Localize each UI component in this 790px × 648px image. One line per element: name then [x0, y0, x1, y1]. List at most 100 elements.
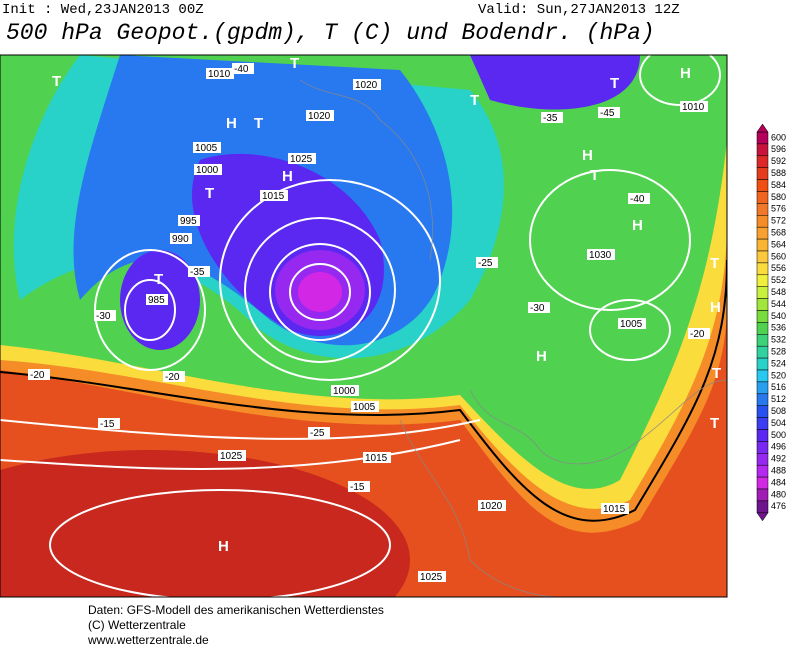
contour-label: 1005 — [620, 319, 643, 330]
colorbar-label: 584 — [771, 180, 786, 190]
colorbar-label: 588 — [771, 168, 786, 178]
colorbar-top-tip — [756, 123, 769, 133]
pressure-center: T — [290, 55, 299, 72]
label-box — [306, 110, 334, 121]
contour-label: -20 — [30, 370, 45, 381]
colorbar-label: 496 — [771, 442, 786, 452]
contour-label: -35 — [190, 267, 205, 278]
colorbar-cell — [756, 381, 769, 395]
label-box — [478, 500, 506, 511]
colorbar-cell — [756, 405, 769, 418]
footer-copyright: (C) Wetterzentrale — [88, 618, 186, 632]
contour-label: 985 — [148, 295, 165, 306]
colorbar-cell — [756, 393, 769, 406]
label-box — [308, 427, 330, 438]
colorbar-cell — [756, 322, 769, 335]
label-box — [98, 418, 120, 429]
pressure-center: T — [590, 167, 599, 184]
pressure-center: H — [282, 168, 293, 185]
label-box — [363, 452, 391, 463]
label-box — [188, 266, 210, 277]
colorbar-label: 492 — [771, 454, 786, 464]
label-box — [232, 63, 254, 74]
label-box — [170, 233, 192, 244]
pressure-center: T — [712, 365, 721, 382]
pressure-center: H — [226, 115, 237, 132]
map-labels: THTTHTTHTHHTHTTHTHHT10201010100510009959… — [28, 55, 721, 586]
warm-region — [0, 450, 410, 597]
colorbar-label: 536 — [771, 323, 786, 333]
contour-label: 1030 — [589, 250, 612, 261]
contour-552 — [0, 259, 727, 522]
colorbar-cell — [756, 131, 769, 145]
contour-label: 990 — [172, 234, 189, 245]
contour-label: -15 — [350, 482, 365, 493]
label-box — [598, 107, 620, 118]
colorbar-label: 548 — [771, 287, 786, 297]
map-frame — [0, 54, 728, 598]
colorbar-label: 560 — [771, 251, 786, 261]
label-box — [146, 294, 168, 305]
colorbar-label: 508 — [771, 406, 786, 416]
label-box — [178, 215, 200, 226]
pressure-center: T — [52, 73, 61, 90]
colorbar-cell — [756, 334, 769, 347]
low-center — [298, 272, 342, 312]
label-box — [476, 257, 498, 268]
colorbar-label: 540 — [771, 311, 786, 321]
label-box — [587, 249, 615, 260]
pressure-center: H — [536, 348, 547, 365]
colorbar-label: 512 — [771, 394, 786, 404]
colorbar-label: 568 — [771, 228, 786, 238]
pressure-center: H — [582, 147, 593, 164]
init-time: Init : Wed,23JAN2013 00Z — [2, 2, 204, 18]
contour-label: 1015 — [262, 191, 285, 202]
contour-label: 1020 — [480, 501, 503, 512]
label-box — [194, 164, 222, 175]
label-box — [331, 385, 359, 396]
label-box — [206, 68, 234, 79]
colorbar-cell — [756, 441, 769, 454]
colorbar-cell — [756, 429, 769, 442]
contour-label: 1015 — [603, 504, 626, 515]
pressure-center: T — [610, 75, 619, 92]
colorbar-cell — [756, 191, 769, 204]
label-box — [163, 371, 185, 382]
contour-label: 1020 — [308, 111, 331, 122]
colorbar-cell — [756, 250, 769, 264]
label-box — [260, 190, 288, 201]
valid-time: Valid: Sun,27JAN2013 12Z — [478, 2, 680, 18]
label-box — [94, 310, 116, 321]
colorbar-cell — [756, 476, 769, 490]
colorbar-label: 504 — [771, 418, 786, 428]
colorbar-label: 520 — [771, 370, 786, 380]
colorbar-label: 484 — [771, 477, 786, 487]
colorbar-cell — [756, 286, 769, 299]
colorbar-label: 488 — [771, 466, 786, 476]
colorbar-label: 480 — [771, 489, 786, 499]
contour-label: -40 — [630, 194, 645, 205]
colorbar-cell — [756, 274, 769, 287]
contour-label: -35 — [543, 113, 558, 124]
colorbar-label: 552 — [771, 275, 786, 285]
contour-label: -30 — [96, 311, 111, 322]
label-box — [618, 318, 646, 329]
contour-label: -20 — [165, 372, 180, 383]
label-box — [418, 571, 446, 582]
colorbar-bottom-tip — [756, 512, 769, 522]
label-box — [628, 193, 650, 204]
contour-label: 995 — [180, 216, 197, 227]
pressure-center: T — [470, 92, 479, 109]
label-box — [193, 142, 221, 153]
contour-label: 1020 — [355, 80, 378, 91]
contour-label: 1015 — [365, 453, 388, 464]
pressure-center: T — [710, 415, 719, 432]
colorbar-label: 556 — [771, 263, 786, 273]
contour-label: 1005 — [353, 402, 376, 413]
purple-region-ne — [470, 55, 640, 110]
colorbar-label: 580 — [771, 192, 786, 202]
colorbar-label: 600 — [771, 132, 786, 142]
